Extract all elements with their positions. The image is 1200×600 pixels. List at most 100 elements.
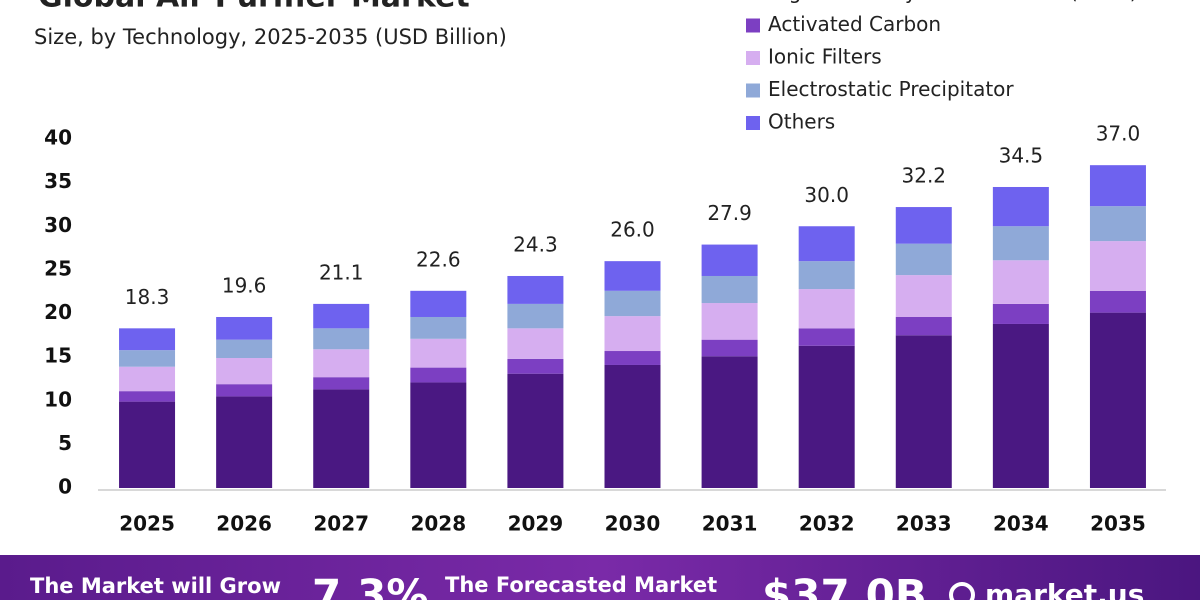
x-tick-label: 2031	[702, 512, 758, 536]
bar-segment	[895, 316, 952, 336]
x-tick-label: 2033	[896, 512, 952, 536]
bar-segment	[119, 350, 176, 367]
total-label: 27.9	[707, 201, 752, 225]
total-label: 19.6	[222, 273, 267, 297]
bar-segment	[701, 275, 758, 304]
y-tick-label: 35	[44, 169, 72, 193]
bar-segment	[216, 384, 273, 397]
total-label: 32.2	[902, 164, 947, 188]
total-label: 21.1	[319, 260, 364, 284]
bar-segment	[1089, 206, 1146, 242]
bar-segment	[119, 401, 176, 488]
total-label: 37.0	[1096, 122, 1141, 146]
y-tick-label: 15	[44, 344, 72, 368]
bar-segment	[1089, 312, 1146, 488]
total-label: 18.3	[125, 285, 170, 309]
bar-segment	[604, 316, 661, 352]
footer-band	[0, 555, 1200, 600]
footer-forecast: The Forecasted Market	[445, 573, 717, 597]
bar-segment	[604, 351, 661, 365]
footer-cagr: 7.3%	[312, 571, 428, 600]
bar-segment	[313, 328, 370, 350]
x-tick-label: 2032	[799, 512, 855, 536]
x-tick-label: 2030	[605, 512, 661, 536]
bar-segment	[507, 373, 564, 488]
x-tick-label: 2025	[119, 512, 175, 536]
footer-brand: market.us	[985, 578, 1144, 600]
bar-segment	[701, 339, 758, 357]
legend-swatch	[746, 18, 760, 33]
bar-segment	[992, 303, 1049, 324]
bar-segment	[410, 316, 467, 339]
bar-segment	[895, 335, 952, 488]
footer-forecast-value: $37.0B	[762, 571, 927, 600]
bar-segment	[798, 345, 855, 488]
legend-label: High Efficiency Particulate Air (HEPA)	[768, 0, 1138, 4]
bar-segment	[1089, 241, 1146, 291]
bar-segment	[313, 349, 370, 378]
bar-segment	[895, 275, 952, 317]
bar-segment	[410, 367, 467, 383]
x-tick-label: 2035	[1090, 512, 1146, 536]
y-tick-label: 30	[44, 213, 72, 237]
bar-segment	[507, 275, 564, 304]
bar-segment	[798, 289, 855, 329]
bar-segment	[313, 377, 370, 390]
y-tick-label: 40	[44, 126, 72, 150]
footer-growth: The Market will Grow	[30, 574, 281, 598]
legend-label: Activated Carbon	[768, 12, 941, 36]
chart-subtitle: Size, by Technology, 2025-2035 (USD Bill…	[34, 25, 507, 49]
legend-label: Others	[768, 110, 835, 134]
bar-segment	[701, 244, 758, 276]
bar-segment	[507, 303, 564, 329]
bar-segment	[701, 356, 758, 488]
bar-segment	[992, 260, 1049, 304]
brand-icon	[949, 582, 975, 600]
y-tick-label: 5	[58, 431, 72, 455]
bar-segment	[216, 357, 273, 385]
legend-label: Electrostatic Precipitator	[768, 77, 1014, 101]
total-label: 30.0	[804, 183, 849, 207]
y-tick-label: 25	[44, 256, 72, 280]
bar-segment	[604, 290, 661, 317]
y-tick-label: 0	[58, 475, 72, 499]
bar-segment	[313, 303, 370, 329]
x-tick-label: 2026	[216, 512, 272, 536]
bar-segment	[701, 303, 758, 340]
y-tick-label: 10	[44, 387, 72, 411]
x-tick-label: 2028	[410, 512, 466, 536]
bar-segment	[1089, 165, 1146, 207]
x-tick-label: 2034	[993, 512, 1049, 536]
bar-segment	[798, 226, 855, 262]
bar-segment	[507, 328, 564, 359]
bar-segment	[119, 328, 176, 351]
bar-segment	[895, 207, 952, 244]
bar-segment	[992, 323, 1049, 488]
bar-segment	[410, 382, 467, 488]
bar-segment	[216, 316, 273, 340]
legend-swatch	[746, 116, 760, 130]
bar-segment	[992, 226, 1049, 261]
bar-segment	[119, 391, 176, 402]
bar-segment	[798, 261, 855, 290]
bar-segment	[895, 243, 952, 276]
total-label: 34.5	[999, 143, 1044, 167]
x-tick-label: 2029	[508, 512, 564, 536]
bar-segment	[604, 261, 661, 291]
total-label: 26.0	[610, 218, 655, 242]
bar-segment	[798, 328, 855, 346]
bar-segment	[216, 339, 273, 358]
bar-segment	[216, 396, 273, 488]
legend-swatch	[746, 83, 760, 98]
bar-segment	[313, 389, 370, 488]
bar-segment	[1089, 290, 1146, 313]
total-label: 24.3	[513, 232, 558, 256]
x-tick-label: 2027	[313, 512, 369, 536]
bar-segment	[507, 358, 564, 374]
total-label: 22.6	[416, 247, 461, 271]
chart-title: Global Air Purifier Market	[38, 0, 470, 15]
bar-segment	[992, 186, 1049, 227]
bar-segment	[604, 364, 661, 488]
bar-segment	[410, 290, 467, 317]
